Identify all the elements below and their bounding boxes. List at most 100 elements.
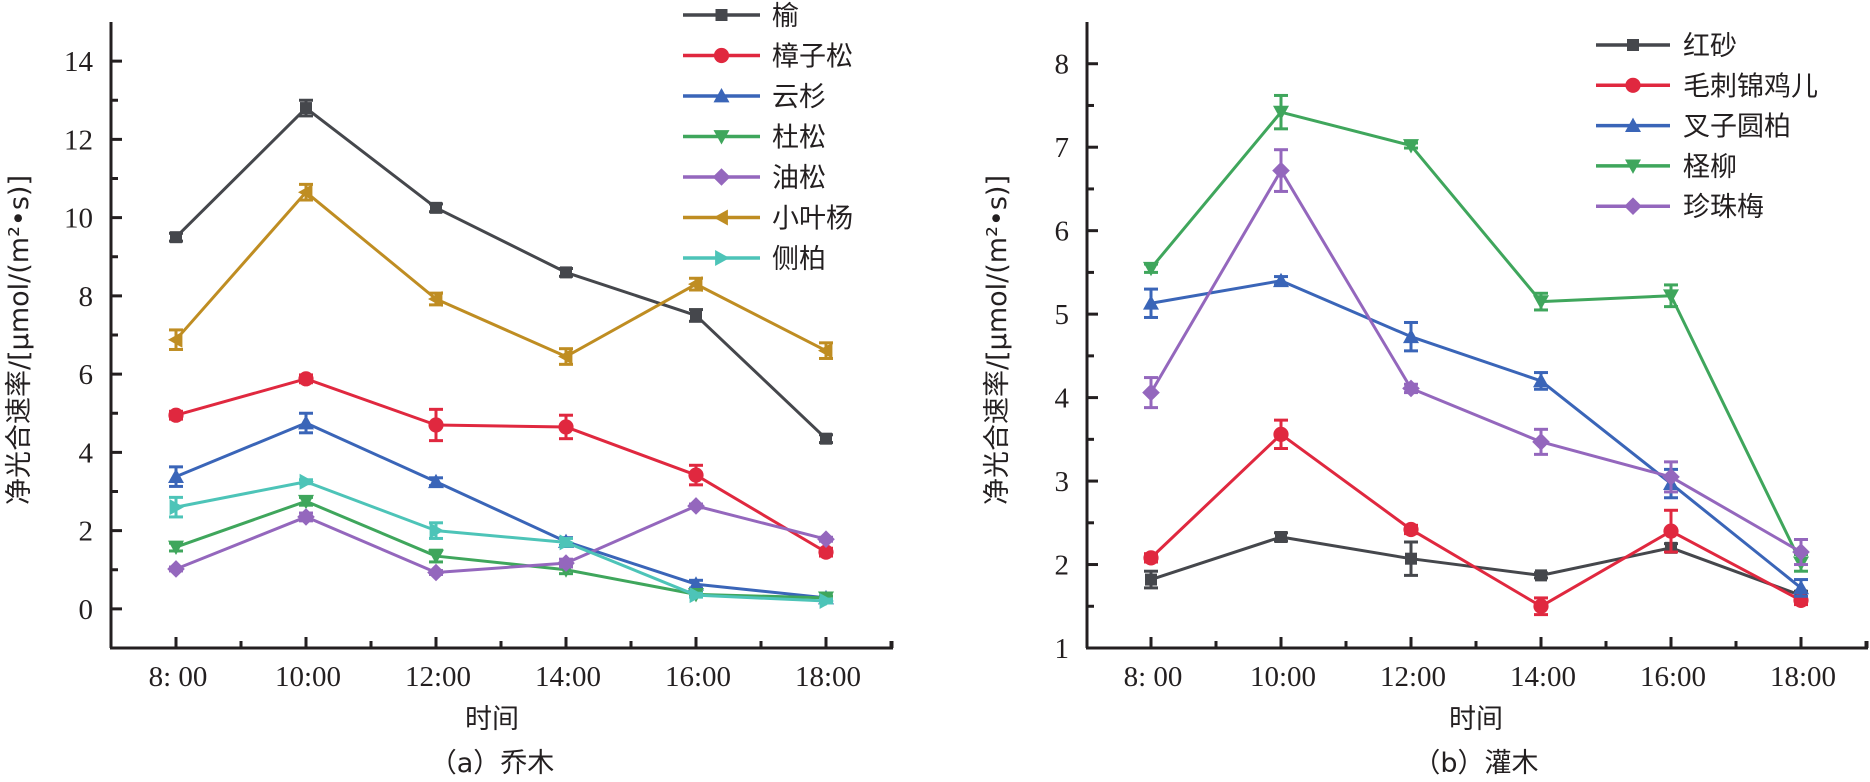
data-point <box>299 473 314 490</box>
data-point <box>1532 433 1550 451</box>
legend-marker <box>1625 117 1641 132</box>
data-point <box>1662 468 1680 486</box>
series-line <box>1150 279 1802 590</box>
data-point <box>1273 426 1289 442</box>
data-point <box>1663 523 1679 539</box>
y-tick-label: 14 <box>64 46 94 78</box>
data-point <box>430 201 442 214</box>
x-ticks: 8: 00 10:00 12:00 14:00 16:00 18:00 <box>1124 637 1869 693</box>
x-axis-title: 时间 <box>465 704 519 735</box>
legend-label: 柽柳 <box>1683 152 1737 183</box>
series-line <box>1149 169 1802 554</box>
x-tick-label: 8: 00 <box>149 661 208 693</box>
y-tick-label: 10 <box>64 203 93 235</box>
data-point <box>298 494 314 510</box>
data-point <box>1272 161 1290 180</box>
data-point <box>817 530 835 549</box>
data-point <box>168 540 184 556</box>
data-point <box>1273 105 1289 121</box>
data-point <box>1403 521 1419 538</box>
data-point <box>687 497 705 515</box>
series-group <box>167 98 835 610</box>
data-point <box>1403 328 1419 344</box>
data-point <box>560 266 572 279</box>
series-0 <box>169 98 833 445</box>
series-1 <box>1143 418 1809 617</box>
legend-marker <box>1625 77 1641 93</box>
legend-item: 榆 <box>683 1 799 32</box>
legend-marker <box>715 250 730 266</box>
series-group <box>1142 93 1810 617</box>
data-point <box>428 417 444 433</box>
data-point <box>1793 579 1809 595</box>
data-point <box>558 419 574 435</box>
data-point <box>168 407 184 423</box>
panel-caption: （a）乔木 <box>430 748 555 779</box>
series-line <box>174 190 827 359</box>
data-point <box>1273 272 1289 288</box>
series-4 <box>1142 148 1810 567</box>
y-tick-label: 3 <box>1055 466 1070 498</box>
data-point <box>557 554 575 572</box>
data-point <box>167 560 185 578</box>
legend-marker <box>1625 159 1641 174</box>
legend-marker <box>713 88 730 103</box>
legend-label: 小叶杨 <box>772 204 853 235</box>
legend-item: 柽柳 <box>1596 152 1737 183</box>
data-point <box>818 342 833 359</box>
legend-label: 珍珠梅 <box>1683 192 1764 223</box>
y-tick-label: 1 <box>1055 633 1070 665</box>
series-line <box>1149 432 1802 608</box>
legend-label: 油松 <box>772 163 826 194</box>
legend-label: 侧柏 <box>772 244 826 275</box>
x-tick-label: 14:00 <box>1510 661 1576 693</box>
legend-marker <box>713 130 730 145</box>
data-point <box>168 468 184 484</box>
x-tick-label: 12:00 <box>405 661 471 693</box>
x-tick-label: 18:00 <box>795 661 861 693</box>
data-point <box>1143 261 1159 277</box>
data-point <box>427 563 445 582</box>
data-point <box>429 522 444 539</box>
data-point <box>1402 379 1420 398</box>
series-2 <box>1143 272 1809 598</box>
x-tick-label: 18:00 <box>1770 661 1836 693</box>
legend-item: 油松 <box>683 163 826 194</box>
data-point <box>1533 372 1549 388</box>
series-line <box>175 421 827 600</box>
legend-marker <box>715 9 728 21</box>
x-tick-label: 16:00 <box>1640 661 1706 693</box>
data-point <box>428 291 443 308</box>
legend-marker <box>713 47 730 64</box>
y-tick-label: 6 <box>79 359 94 391</box>
data-point <box>1275 530 1287 543</box>
legend-label: 榆 <box>772 1 799 32</box>
y-tick-label: 8 <box>79 281 94 313</box>
series-line <box>175 377 827 554</box>
panel-caption: （b）灌木 <box>1413 748 1538 779</box>
data-point <box>298 415 314 430</box>
data-point <box>558 348 573 365</box>
legend-label: 叉子圆柏 <box>1683 112 1791 143</box>
series-2 <box>168 411 834 605</box>
legend-marker <box>713 209 728 226</box>
data-point <box>1405 552 1417 565</box>
data-point <box>300 102 312 115</box>
legend-item: 侧柏 <box>683 244 826 275</box>
y-tick-label: 6 <box>1055 216 1070 248</box>
x-tick-label: 14:00 <box>535 661 601 693</box>
x-ticks: 8: 00 10:00 12:00 14:00 16:00 18:00 <box>149 637 894 693</box>
y-tick-label: 4 <box>79 437 94 469</box>
data-point <box>818 544 834 560</box>
y-tick-label: 5 <box>1055 299 1070 331</box>
series-line <box>175 504 827 574</box>
data-point <box>298 184 313 201</box>
data-point <box>428 549 444 565</box>
legend-item: 叉子圆柏 <box>1596 112 1791 143</box>
legend-item: 樟子松 <box>683 42 853 73</box>
y-tick-label: 0 <box>79 594 94 626</box>
series-5 <box>168 182 833 366</box>
